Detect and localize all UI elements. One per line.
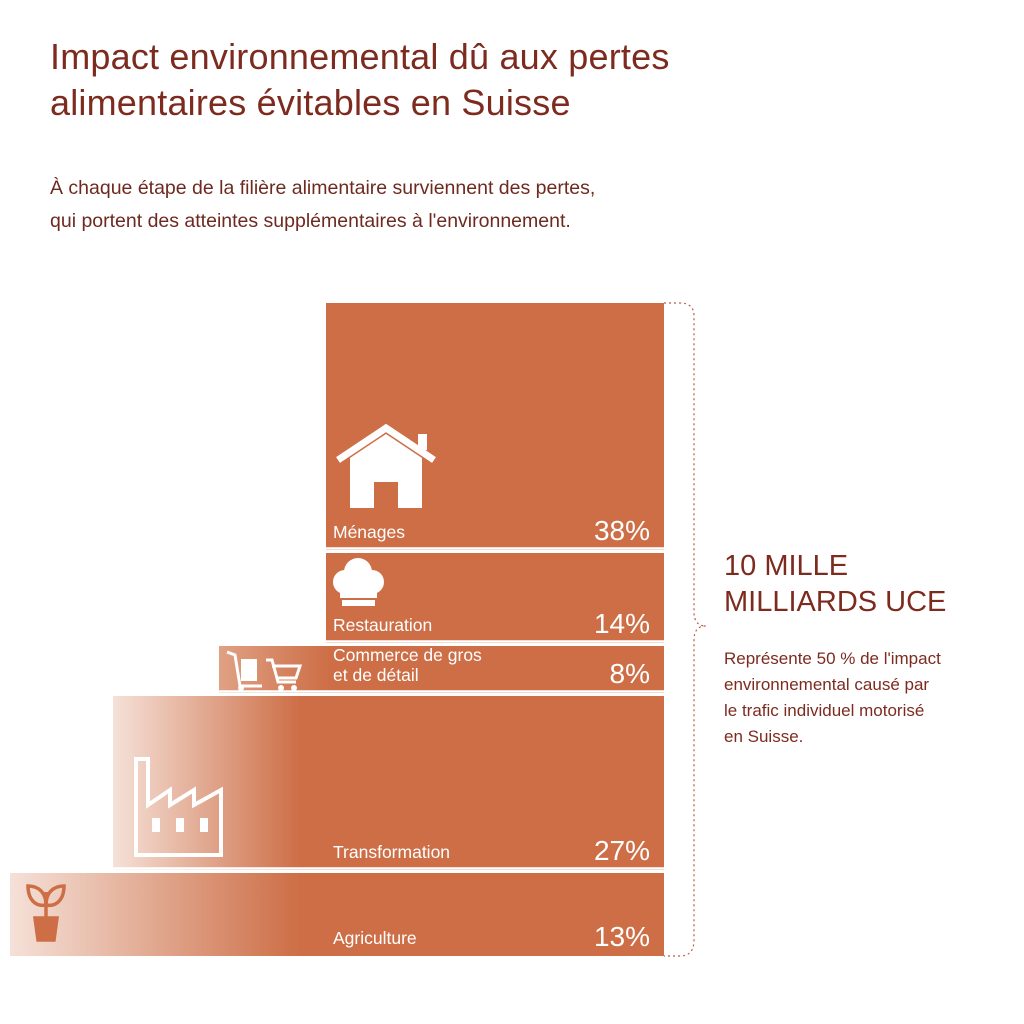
total-line-2: MILLIARDS UCE xyxy=(724,586,947,618)
comparison-note: Représente 50 % de l'impact environnemen… xyxy=(724,646,1014,750)
value-label: 8% xyxy=(610,658,650,689)
chef-hat-icon xyxy=(333,558,384,606)
chart-subtitle: À chaque étape de la filière alimentaire… xyxy=(50,172,810,238)
title-line-1: Impact environnemental dû aux pertes xyxy=(50,36,670,77)
category-label: Agriculture xyxy=(333,928,417,948)
category-label: Ménages xyxy=(333,522,405,542)
category-label: Transformation xyxy=(333,842,450,862)
plant-icon xyxy=(26,884,66,942)
chart-title: Impact environnemental dû aux pertes ali… xyxy=(50,34,810,126)
note-line-3: le trafic individuel motorisé xyxy=(724,701,925,720)
note-line-1: Représente 50 % de l'impact xyxy=(724,649,941,668)
note-line-2: environnemental causé par xyxy=(724,675,930,694)
value-label: 38% xyxy=(594,515,650,546)
category-label: et de détail xyxy=(333,665,419,685)
factory-icon xyxy=(134,757,223,857)
bar-chef-hat xyxy=(326,553,664,643)
cart-icon xyxy=(226,650,303,691)
icons-layer xyxy=(26,423,436,942)
subtitle-line-2: qui portent des atteintes supplémentaire… xyxy=(50,210,571,232)
labels-layer: Ménages 38% Restauration 14% Commerce de gro… xyxy=(333,515,650,952)
category-label: Restauration xyxy=(333,615,432,635)
bar-house xyxy=(326,303,664,550)
bars-layer xyxy=(10,303,664,956)
total-bracket xyxy=(664,302,707,957)
total-value: 10 MILLE MILLIARDS UCE xyxy=(724,548,1004,620)
house-icon xyxy=(336,423,436,508)
bar-factory xyxy=(113,696,664,870)
bar-plant xyxy=(10,873,664,956)
category-label: Commerce de gros xyxy=(333,645,482,665)
value-label: 27% xyxy=(594,835,650,866)
value-label: 14% xyxy=(594,608,650,639)
total-line-1: 10 MILLE xyxy=(724,550,849,582)
title-line-2: alimentaires évitables en Suisse xyxy=(50,82,571,123)
value-label: 13% xyxy=(594,921,650,952)
subtitle-line-1: À chaque étape de la filière alimentaire… xyxy=(50,177,596,199)
note-line-4: en Suisse. xyxy=(724,727,804,746)
